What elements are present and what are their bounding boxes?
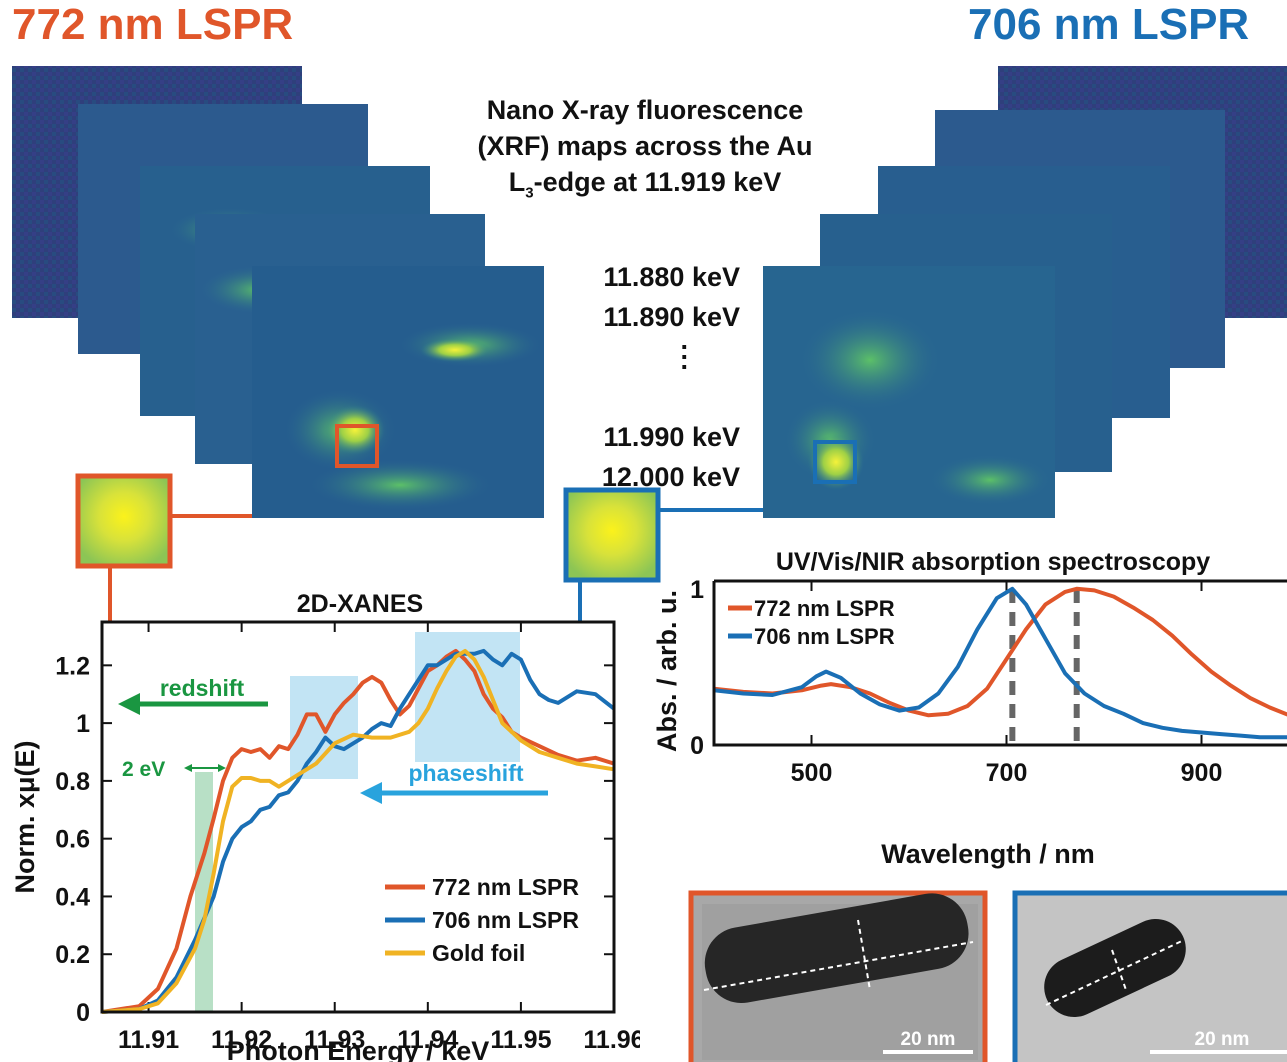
uvvis-series-772-nm-lspr	[713, 586, 1287, 718]
energy-1: 11.880 keV	[603, 262, 740, 292]
right-sample-title: 706 nm LSPR	[968, 0, 1250, 49]
phaseshift-arrowhead	[360, 782, 382, 804]
xanes-legend-label: 706 nm LSPR	[432, 907, 579, 933]
uvvis-xtick-label: 900	[1181, 759, 1223, 787]
xanes-ytick-label: 0.4	[55, 883, 90, 911]
xanes-legend: 772 nm LSPR 706 nm LSPR Gold foil	[385, 874, 579, 966]
xanes-legend-label: 772 nm LSPR	[432, 874, 579, 900]
phaseshift-label: phaseshift	[408, 760, 523, 786]
two-ev-label: 2 eV	[122, 758, 165, 781]
uvvis-chart: UV/Vis/NIR absorption spectroscopy 500 70…	[652, 548, 1287, 869]
uvvis-xtick-label: 500	[791, 759, 833, 787]
uvvis-frame	[712, 579, 1287, 747]
xanes-ytick-label: 0	[76, 999, 90, 1027]
xanes-ytick-label: 0.8	[55, 768, 90, 796]
left-sample-title: 772 nm LSPR	[12, 0, 294, 49]
left-roi-crop	[75, 473, 173, 569]
uvvis-legend: 772 nm LSPR 706 nm LSPR	[728, 596, 895, 649]
description-line-1: Nano X-ray fluorescence	[486, 95, 804, 125]
xanes-xlabel: Photon Energy / keV	[227, 1036, 490, 1062]
uvvis-ytick-label: 0	[690, 732, 704, 760]
xanes-xtick-label: 11.92	[211, 1026, 272, 1054]
xanes-ylabel: Norm. xμ(E)	[10, 740, 40, 893]
right-roi-box	[813, 440, 857, 484]
uvvis-series-706-nm-lspr	[713, 586, 1287, 740]
energy-list: 11.880 keV 11.890 keV · · · 11.990 keV 12.…	[560, 262, 740, 502]
energy-ellipsis: · · ·	[680, 332, 690, 382]
tem-image-left: 20 nm	[688, 890, 988, 1062]
xanes-chart: 2D-XANES 11.91 11.92 11.93 11.94 11.95 11.96 0…	[10, 590, 640, 1062]
uvvis-legend-label: 706 nm LSPR	[754, 624, 895, 649]
right-roi-crop	[563, 487, 661, 583]
uvvis-ylabel: Abs. / arb. u.	[652, 590, 682, 752]
xanes-xtick-label: 11.96	[583, 1026, 640, 1054]
description-line-3: L3-edge at 11.919 keV	[508, 167, 782, 202]
xrf-description: Nano X-ray fluorescence (XRF) maps acros…	[430, 92, 860, 211]
tem-image-right: 20 nm	[1012, 890, 1287, 1062]
uvvis-legend-label: 772 nm LSPR	[754, 596, 895, 621]
xanes-ytick-label: 1.2	[55, 652, 90, 680]
uvvis-title: UV/Vis/NIR absorption spectroscopy	[776, 548, 1210, 576]
xanes-series-gold-foil	[101, 648, 615, 1014]
xanes-ytick-label: 1	[76, 710, 90, 738]
left-nanorod	[704, 893, 969, 1004]
xanes-frame	[100, 620, 616, 1014]
uvvis-ytick-label: 1	[690, 576, 704, 604]
redshift-label: redshift	[160, 675, 245, 701]
energy-2: 11.890 keV	[603, 302, 740, 332]
uvvis-xtick-label: 700	[986, 759, 1028, 787]
redshift-arrowhead	[118, 693, 140, 715]
tem-scale-right: 20 nm	[1195, 1029, 1250, 1050]
uvvis-xlabel: Wavelength / nm	[881, 839, 1095, 869]
left-roi-box	[335, 424, 379, 468]
xanes-ytick-label: 0.2	[55, 941, 90, 969]
description-line-2: (XRF) maps across the Au	[477, 131, 813, 161]
xanes-series-706-nm-lspr	[101, 648, 616, 1014]
xanes-legend-label: Gold foil	[432, 940, 525, 966]
tem-scale-left: 20 nm	[901, 1029, 956, 1050]
energy-4: 12.000 keV	[601, 462, 740, 492]
xanes-xtick-label: 11.91	[118, 1026, 179, 1054]
right-nanorod	[1044, 918, 1186, 1018]
energy-3: 11.990 keV	[603, 422, 740, 452]
xanes-ytick-label: 0.6	[55, 826, 90, 854]
xanes-xtick-label: 11.94	[397, 1026, 458, 1054]
xanes-title: 2D-XANES	[297, 590, 423, 618]
xanes-xtick-label: 11.93	[304, 1026, 365, 1054]
xanes-xtick-label: 11.95	[490, 1026, 551, 1054]
